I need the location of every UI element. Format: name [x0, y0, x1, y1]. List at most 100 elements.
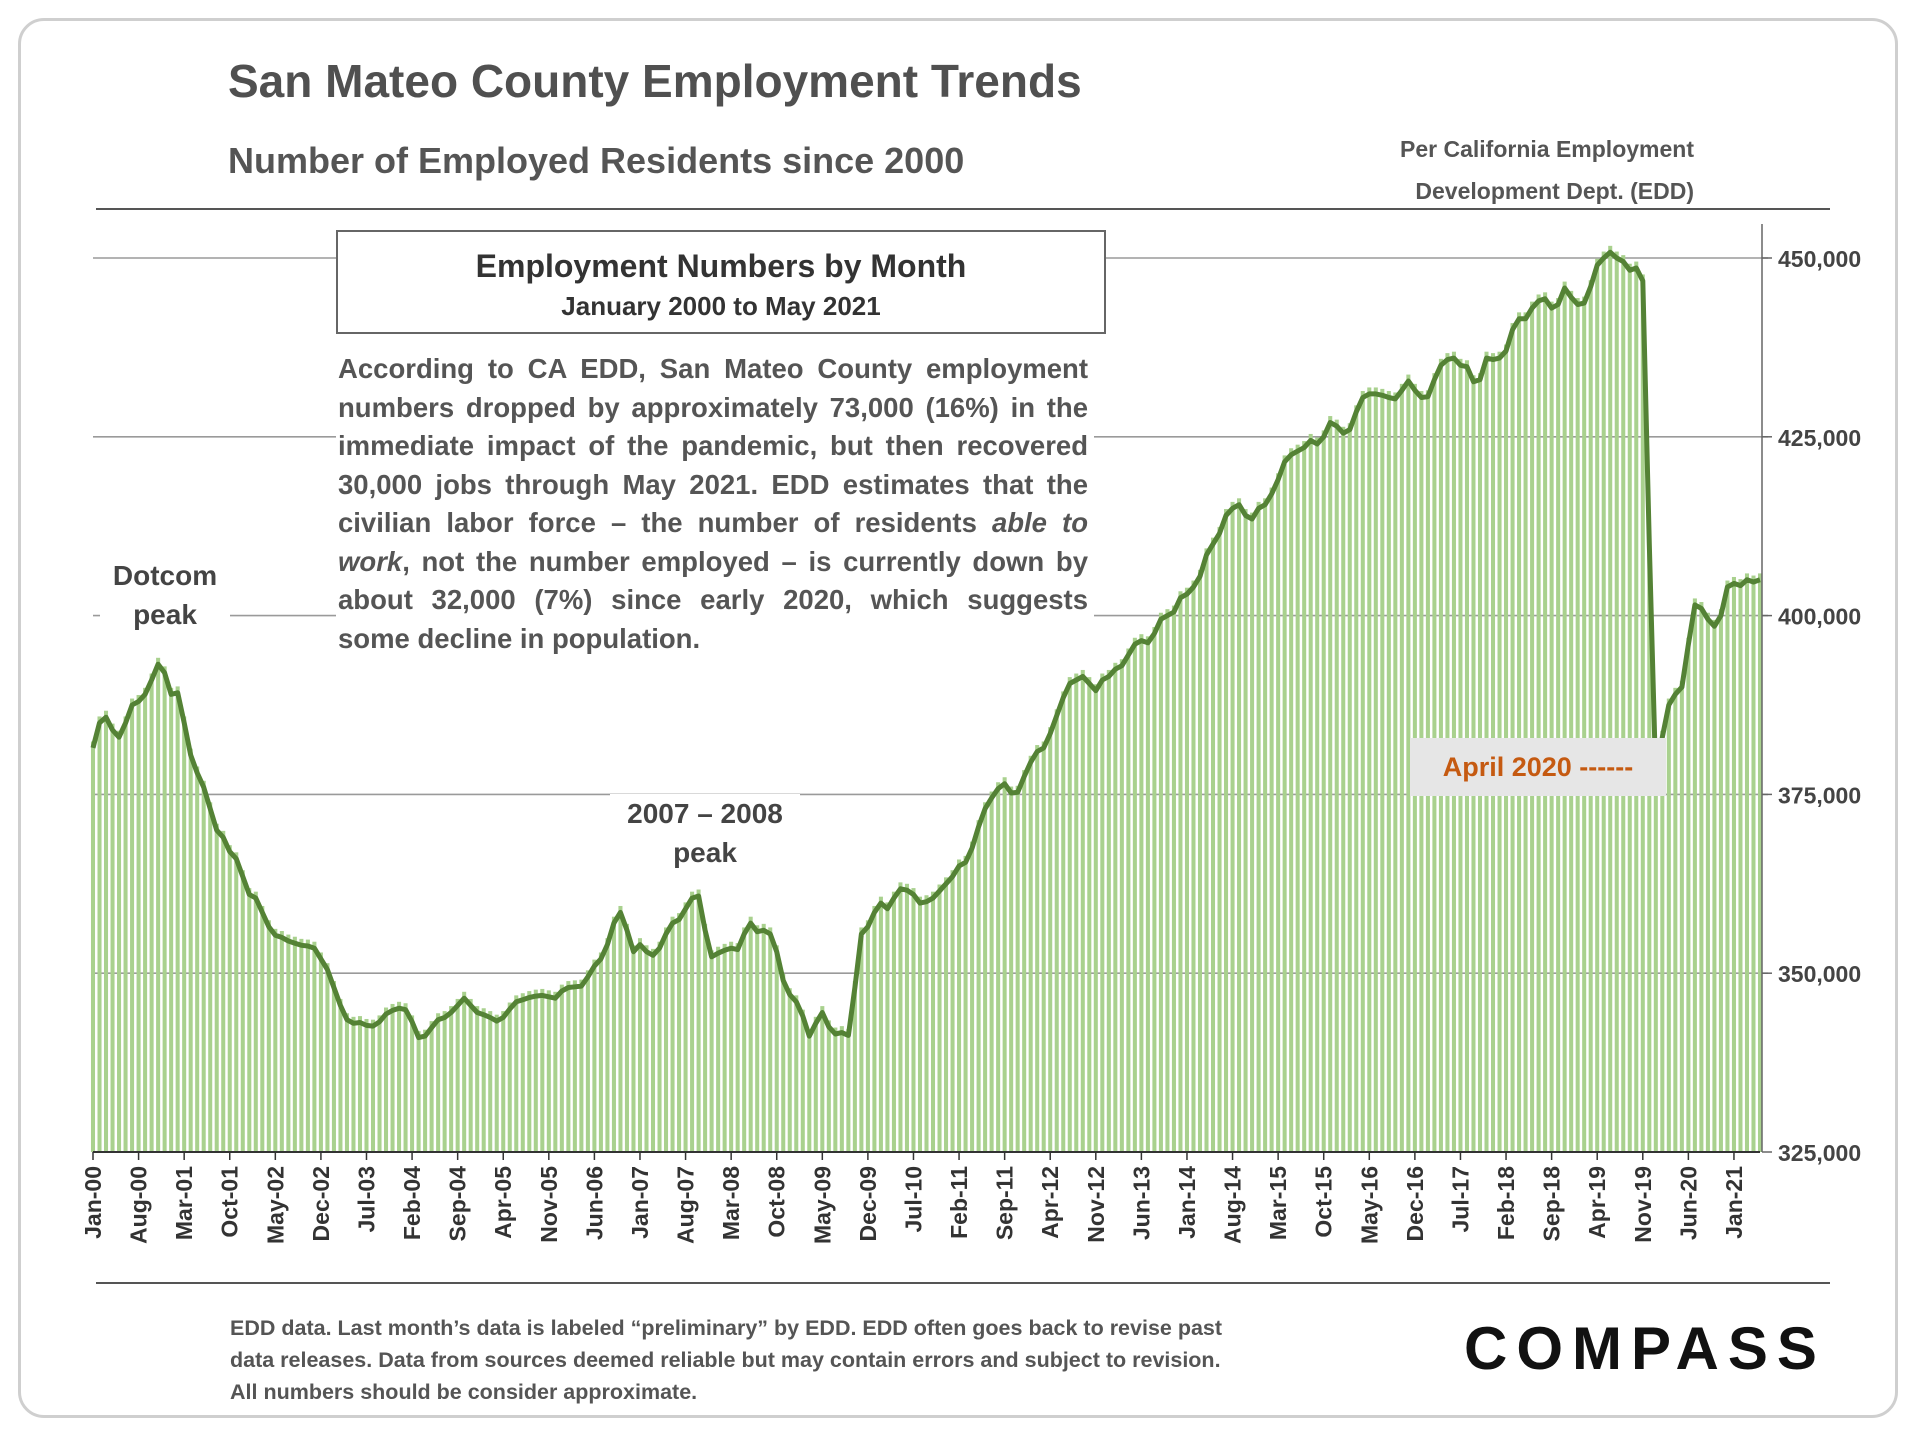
bar — [1614, 251, 1619, 1152]
bar — [286, 934, 291, 1152]
bar — [1328, 416, 1333, 1152]
bar — [1627, 263, 1632, 1153]
bar — [585, 970, 590, 1152]
bar — [501, 1011, 506, 1152]
commentary-text: According to CA EDD, San Mateo County em… — [336, 350, 1094, 658]
x-tick-label: Nov-19 — [1630, 1166, 1656, 1243]
bar — [449, 1006, 454, 1152]
x-tick-label: Aug-14 — [1220, 1166, 1246, 1244]
footnote: EDD data. Last month’s data is labeled “… — [230, 1312, 1350, 1408]
page-subtitle: Number of Employed Residents since 2000 — [228, 140, 965, 181]
bar — [794, 995, 799, 1152]
source-note: Per California Employment Development De… — [1354, 128, 1694, 212]
bar — [188, 748, 193, 1152]
x-tick-label: Feb-11 — [946, 1166, 972, 1239]
bar — [344, 1013, 349, 1152]
bar — [963, 855, 968, 1152]
bar — [787, 988, 792, 1152]
bar — [1009, 786, 1014, 1152]
bar — [169, 687, 174, 1152]
bar — [1093, 684, 1098, 1152]
bar — [1634, 261, 1639, 1152]
bar — [878, 896, 883, 1152]
bar — [1145, 636, 1150, 1152]
bar — [1126, 648, 1131, 1152]
bar — [156, 657, 161, 1152]
dotcom-line-2: peak — [133, 599, 197, 630]
bar — [1230, 501, 1235, 1153]
bar — [162, 666, 167, 1152]
bar — [1660, 730, 1665, 1152]
bar — [637, 938, 643, 1152]
bar — [1582, 296, 1587, 1152]
bar — [1523, 312, 1528, 1152]
april-2020-label: April 2020 ------ — [1410, 738, 1666, 796]
bar — [1074, 673, 1079, 1152]
bar — [1575, 298, 1580, 1152]
bar — [657, 941, 662, 1152]
bar — [748, 916, 753, 1152]
bar — [1686, 637, 1691, 1152]
bar — [1705, 612, 1710, 1152]
bar — [1731, 576, 1736, 1152]
bar — [820, 1006, 825, 1152]
bar — [1067, 677, 1072, 1152]
bar — [1048, 727, 1053, 1152]
dotcom-line-1: Dotcom — [112, 560, 218, 591]
y-tick-label: 425,000 — [1778, 425, 1861, 451]
footnote-line-3: All numbers should be consider approxima… — [230, 1380, 698, 1404]
x-tick-label: May-09 — [809, 1166, 835, 1244]
bar — [234, 852, 239, 1152]
x-tick-label: Dec-16 — [1402, 1166, 1428, 1241]
bar — [273, 928, 278, 1152]
bar — [722, 943, 727, 1152]
bar — [410, 1015, 415, 1152]
bar — [338, 998, 343, 1152]
bar — [1184, 587, 1189, 1152]
bar — [742, 927, 747, 1152]
x-tick-label: Feb-18 — [1493, 1166, 1519, 1240]
bar — [331, 981, 336, 1152]
bar — [670, 916, 675, 1152]
bar — [1178, 591, 1183, 1152]
bar — [182, 716, 187, 1152]
bar — [618, 905, 623, 1152]
bar — [214, 823, 219, 1152]
bar — [1269, 487, 1274, 1152]
bar — [735, 943, 740, 1152]
bar — [1738, 579, 1743, 1152]
bar — [442, 1011, 447, 1152]
bar — [1250, 512, 1255, 1152]
bar — [143, 687, 148, 1152]
compass-logo: COMPASS — [1464, 1315, 1826, 1382]
bar — [950, 870, 955, 1152]
bar — [1751, 575, 1756, 1152]
bar — [488, 1011, 493, 1152]
source-line-2: Development Dept. (EDD) — [1415, 178, 1694, 204]
bar — [605, 938, 610, 1152]
bar — [318, 952, 323, 1152]
bar — [891, 891, 896, 1152]
bar — [859, 927, 864, 1152]
bar — [423, 1029, 428, 1152]
bar — [201, 780, 206, 1152]
bar — [846, 1028, 851, 1152]
bar — [970, 841, 975, 1152]
bar — [1158, 612, 1163, 1152]
bar — [911, 888, 916, 1152]
bar — [1373, 387, 1378, 1153]
bar — [1517, 312, 1522, 1152]
bar — [1015, 785, 1020, 1152]
bar — [1204, 548, 1209, 1152]
trend-line — [90, 249, 1761, 1041]
bar — [1061, 691, 1066, 1152]
bar — [1543, 292, 1548, 1152]
bar — [1315, 437, 1320, 1152]
bar — [800, 1009, 805, 1152]
bar — [1302, 441, 1307, 1152]
bar — [1608, 245, 1613, 1152]
bar — [468, 998, 473, 1152]
footnote-line-2: data releases. Data from sources deemed … — [230, 1348, 1221, 1372]
bar — [930, 891, 936, 1152]
